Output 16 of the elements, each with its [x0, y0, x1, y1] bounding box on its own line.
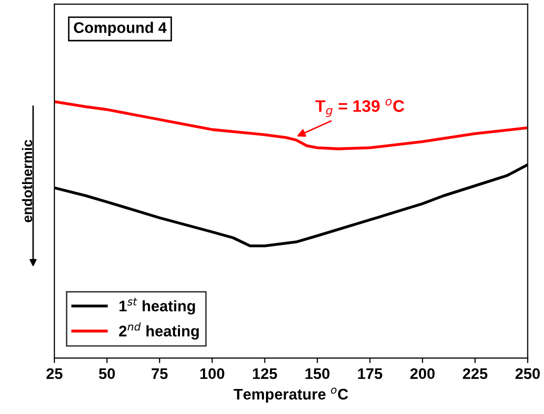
text: Compound 4	[74, 22, 167, 36]
x-tick-label: 150	[306, 368, 330, 380]
x-tick-label: 250	[515, 368, 540, 380]
legend-label: 2$^{nd}$ heating	[119, 322, 199, 340]
x-tick-label: 225	[462, 368, 488, 380]
legend-label: 1$^{st}$ heating	[120, 298, 195, 315]
y-axis-title: endothermic	[22, 140, 32, 222]
x-tick-label: 75	[152, 368, 168, 380]
x-tick-label: 200	[410, 368, 435, 380]
x-tick-label: 175	[358, 368, 382, 380]
x-axis-title: Temperature $^{o}$C	[234, 388, 348, 403]
x-tick-label: 25	[46, 368, 62, 380]
x-tick-label: 50	[98, 368, 115, 380]
x-tick-label: 100	[200, 368, 224, 380]
annotation: T$_{g}$ = 139 $^{o}$C	[315, 98, 404, 117]
x-tick-label: 125	[252, 368, 278, 380]
